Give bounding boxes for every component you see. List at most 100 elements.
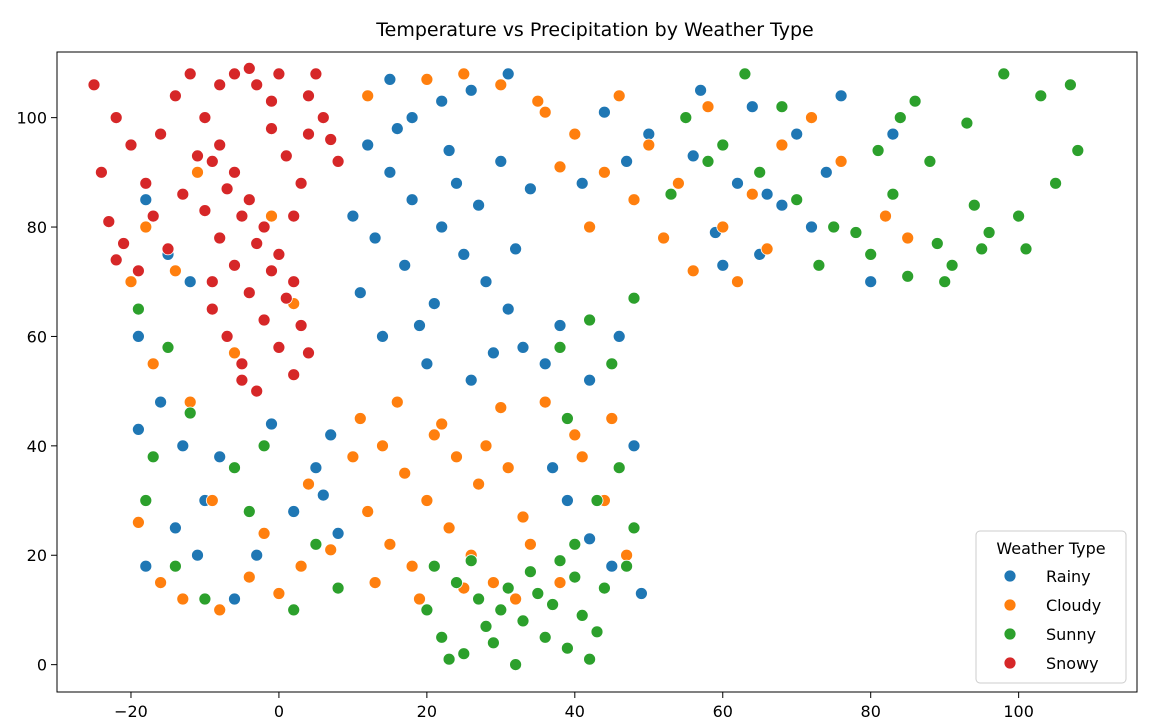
point-rainy xyxy=(612,329,626,343)
point-cloudy xyxy=(265,209,278,223)
point-sunny xyxy=(930,237,944,250)
point-cloudy xyxy=(242,570,256,584)
point-snowy xyxy=(265,264,278,278)
point-rainy xyxy=(316,488,330,502)
point-rainy xyxy=(479,275,493,289)
point-sunny xyxy=(605,357,619,371)
point-rainy xyxy=(457,247,471,261)
point-snowy xyxy=(213,138,227,152)
point-sunny xyxy=(583,313,596,327)
point-cloudy xyxy=(516,510,530,524)
points-layer xyxy=(87,62,1085,671)
point-rainy xyxy=(176,439,190,453)
point-cloudy xyxy=(775,138,789,152)
y-tick-label: 0 xyxy=(37,656,47,675)
point-sunny xyxy=(790,193,804,207)
point-cloudy xyxy=(583,220,596,234)
point-rainy xyxy=(716,258,730,272)
point-sunny xyxy=(1071,144,1085,157)
point-sunny xyxy=(945,258,959,272)
point-sunny xyxy=(139,494,153,507)
point-rainy xyxy=(686,149,700,163)
point-sunny xyxy=(1019,242,1033,256)
point-rainy xyxy=(694,83,707,97)
point-snowy xyxy=(287,209,301,223)
x-tick-label: 40 xyxy=(565,702,585,721)
point-sunny xyxy=(427,559,441,573)
point-cloudy xyxy=(442,521,456,535)
point-cloudy xyxy=(324,543,338,557)
point-snowy xyxy=(294,319,308,332)
x-axis: −20 0 20 40 60 80 100 xyxy=(114,692,1034,721)
point-rainy xyxy=(435,220,449,234)
point-cloudy xyxy=(760,242,774,256)
point-rainy xyxy=(561,494,574,507)
point-cloudy xyxy=(538,395,552,409)
y-tick-label: 100 xyxy=(16,109,47,128)
point-rainy xyxy=(228,592,241,606)
point-sunny xyxy=(553,340,567,354)
point-sunny xyxy=(472,592,486,606)
point-rainy xyxy=(131,329,145,343)
point-snowy xyxy=(302,127,315,141)
point-rainy xyxy=(442,144,456,157)
point-cloudy xyxy=(294,559,308,573)
point-sunny xyxy=(716,138,730,152)
point-sunny xyxy=(997,67,1011,81)
point-cloudy xyxy=(390,395,404,409)
point-sunny xyxy=(479,620,493,633)
legend-label-cloudy: Cloudy xyxy=(1046,596,1101,615)
point-cloudy xyxy=(139,220,153,234)
x-tick-label: 80 xyxy=(861,702,881,721)
point-rainy xyxy=(642,127,656,141)
point-sunny xyxy=(901,269,915,283)
point-sunny xyxy=(575,609,589,622)
legend-label-rainy: Rainy xyxy=(1046,567,1091,586)
point-snowy xyxy=(183,67,197,81)
point-rainy xyxy=(886,127,900,141)
point-cloudy xyxy=(716,220,730,234)
point-rainy xyxy=(516,340,530,354)
point-rainy xyxy=(250,548,264,562)
point-sunny xyxy=(1012,209,1025,223)
point-cloudy xyxy=(191,165,204,179)
legend-marker-cloudy xyxy=(1003,598,1017,612)
point-cloudy xyxy=(168,264,182,278)
point-sunny xyxy=(257,439,271,453)
point-sunny xyxy=(457,647,471,661)
legend-label-sunny: Sunny xyxy=(1046,625,1096,644)
point-sunny xyxy=(1064,78,1077,92)
x-tick-label: −20 xyxy=(114,702,148,721)
series-rainy xyxy=(131,67,900,606)
point-cloudy xyxy=(420,73,434,86)
point-rainy xyxy=(864,275,878,289)
point-rainy xyxy=(790,127,804,141)
point-cloudy xyxy=(346,450,360,464)
point-rainy xyxy=(509,242,522,256)
point-snowy xyxy=(316,111,330,124)
point-rainy xyxy=(390,122,404,136)
legend-marker-rainy xyxy=(1003,569,1017,583)
point-cloudy xyxy=(383,537,397,551)
point-rainy xyxy=(546,461,559,475)
point-snowy xyxy=(131,264,145,278)
point-cloudy xyxy=(834,154,848,168)
point-cloudy xyxy=(176,592,190,606)
point-cloudy xyxy=(302,477,315,491)
point-rainy xyxy=(472,198,486,212)
point-snowy xyxy=(161,242,175,256)
y-tick-label: 40 xyxy=(27,437,47,456)
point-snowy xyxy=(287,368,301,382)
point-snowy xyxy=(265,122,278,136)
point-snowy xyxy=(250,384,264,398)
point-sunny xyxy=(664,187,678,201)
point-snowy xyxy=(205,302,219,316)
point-sunny xyxy=(960,116,974,130)
point-sunny xyxy=(450,576,463,589)
point-snowy xyxy=(213,78,227,92)
point-rainy xyxy=(139,193,153,207)
point-rainy xyxy=(435,94,449,108)
point-sunny xyxy=(967,198,981,212)
point-sunny xyxy=(546,598,559,611)
